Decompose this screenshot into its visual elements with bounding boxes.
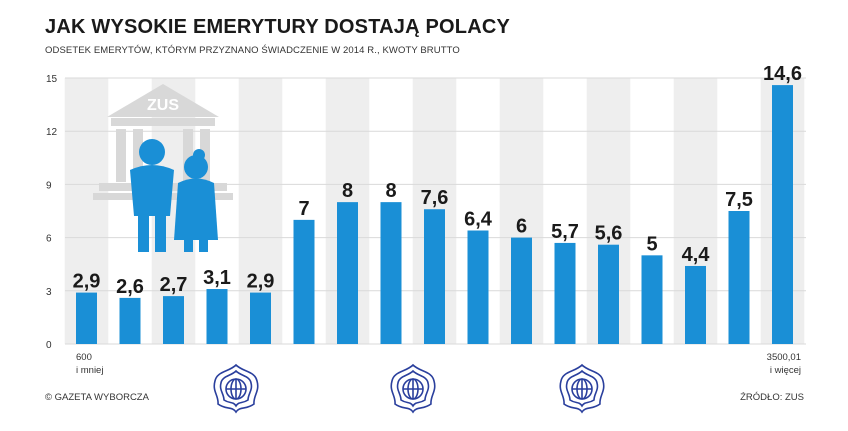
bar-value-label: 5 xyxy=(646,233,657,255)
watermark-logo xyxy=(390,363,436,414)
bar xyxy=(598,244,619,344)
zus-building-column-icon xyxy=(116,129,126,182)
chart-title: JAK WYSOKIE EMERYTURY DOSTAJĄ POLACY xyxy=(45,16,511,38)
bar-value-label: 6,4 xyxy=(464,209,493,231)
y-tick-label: 9 xyxy=(46,180,52,191)
bar xyxy=(424,209,445,344)
bar-value-label: 2,6 xyxy=(116,276,144,298)
bar xyxy=(511,237,532,344)
bar xyxy=(163,296,184,344)
zus-illustration: ZUS xyxy=(93,84,233,252)
bar-value-label: 8 xyxy=(385,180,396,202)
copyright-credit: © GAZETA WYBORCZA xyxy=(45,392,149,403)
bar-value-label: 6 xyxy=(516,216,527,238)
zus-building-label: ZUS xyxy=(147,97,179,114)
bar-value-label: 7,5 xyxy=(725,189,753,211)
bar-value-labels: 2,9 2,6 2,7 3,1 2,9 7 8 8 7,6 6,4 6 5,7 5,6 5 4,4 7,5 14… xyxy=(73,63,802,298)
y-tick-label: 6 xyxy=(46,234,52,245)
bar-value-label: 7 xyxy=(298,198,309,220)
bar xyxy=(554,242,576,344)
x-category-label: 3500,01 xyxy=(767,352,801,363)
bar-value-label: 5,7 xyxy=(551,221,579,243)
elderly-woman-icon xyxy=(174,149,218,252)
bar-value-label: 7,6 xyxy=(421,187,449,209)
zus-building-entablature-icon xyxy=(111,118,215,126)
bar-value-label: 8 xyxy=(342,180,353,202)
watermark-logo xyxy=(213,363,259,414)
bar-value-label: 2,7 xyxy=(160,274,188,296)
bar xyxy=(641,255,663,344)
elderly-man-icon xyxy=(130,139,174,252)
bar-value-label: 2,9 xyxy=(73,271,101,293)
bar xyxy=(293,219,315,344)
y-tick-label: 3 xyxy=(46,287,52,298)
bar-value-label: 5,6 xyxy=(595,223,623,245)
zus-building-roof-icon xyxy=(107,84,219,117)
bar xyxy=(467,230,489,344)
x-axis-category-labels: 600 i mniej 3500,01 i więcej xyxy=(76,352,801,376)
y-tick-label: 12 xyxy=(46,127,58,138)
bar-value-label: 4,4 xyxy=(682,244,711,266)
x-category-label: i mniej xyxy=(76,365,103,376)
y-tick-label: 15 xyxy=(46,74,58,85)
bar xyxy=(337,202,358,344)
bars xyxy=(76,85,793,345)
bar xyxy=(685,265,706,344)
bar-value-label: 2,9 xyxy=(247,271,275,293)
bar xyxy=(250,292,271,344)
chart-subtitle: ODSETEK EMERYTÓW, KTÓRYM PRZYZNANO ŚWIAD… xyxy=(45,45,460,56)
x-category-label: 600 xyxy=(76,352,92,363)
bar xyxy=(119,297,141,344)
bar xyxy=(380,202,402,344)
bar-value-label: 3,1 xyxy=(203,267,231,289)
bar xyxy=(772,85,793,345)
bar-value-label: 14,6 xyxy=(763,63,802,85)
bar xyxy=(76,292,97,344)
x-category-label: i więcej xyxy=(770,365,801,376)
source-credit: ŹRÓDŁO: ZUS xyxy=(740,392,804,403)
zus-building-column-icon xyxy=(183,129,193,182)
watermark-logo xyxy=(559,363,605,414)
zus-building-column-icon xyxy=(133,129,143,182)
y-tick-label: 0 xyxy=(46,340,52,351)
zus-building-column-icon xyxy=(200,129,210,182)
bar xyxy=(728,211,750,344)
y-axis-tick-labels: 0 3 6 9 12 15 xyxy=(46,74,58,351)
bar xyxy=(206,289,228,344)
